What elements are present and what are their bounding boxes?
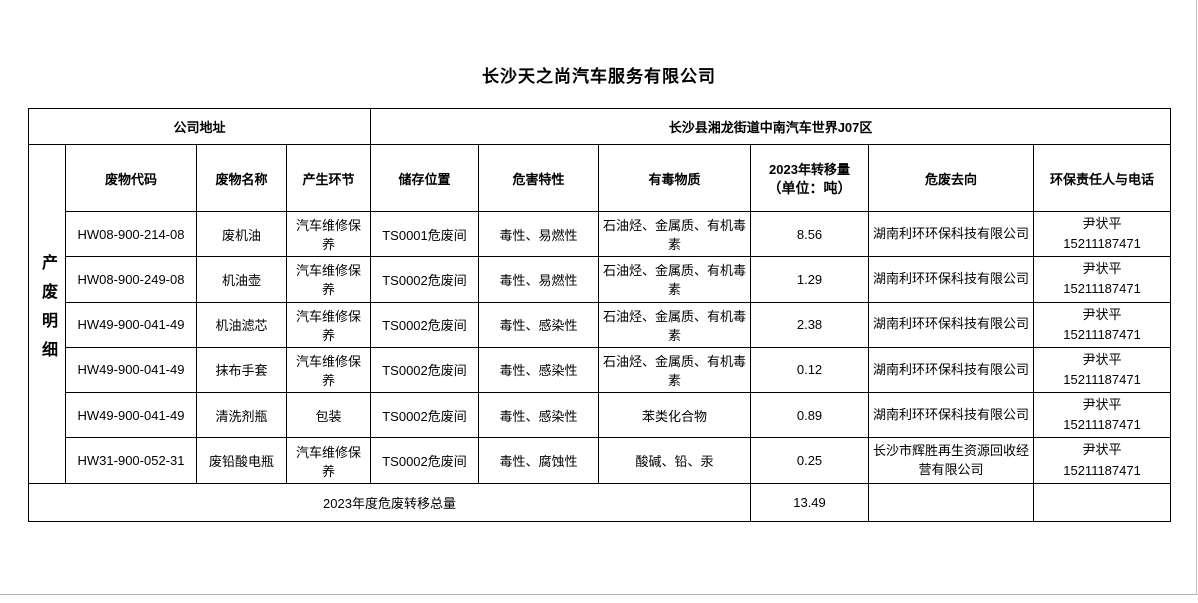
cell-amount: 1.29 xyxy=(750,256,870,303)
cell-toxic: 石油烃、金属质、有机毒素 xyxy=(598,256,752,303)
cell-storage: TS0002危废间 xyxy=(370,346,480,394)
cell-hazard: 毒性、易燃性 xyxy=(478,210,600,258)
contact-phone: 15211187471 xyxy=(1063,417,1141,433)
cell-destination: 湖南利环环保科技有限公司 xyxy=(868,301,1035,348)
table-row: HW49-900-041-49 抹布手套 汽车维修保养 TS0002危废间 毒性… xyxy=(29,346,1172,394)
cell-toxic: 石油烃、金属质、有机毒素 xyxy=(598,346,752,394)
cell-amount: 8.56 xyxy=(750,210,870,258)
cell-hazard: 毒性、腐蚀性 xyxy=(478,437,600,484)
cell-amount: 0.89 xyxy=(750,392,870,439)
cell-stage: 汽车维修保养 xyxy=(285,437,372,484)
cell-hazard: 毒性、易燃性 xyxy=(478,256,600,303)
header-toxic: 有毒物质 xyxy=(598,144,752,212)
cell-waste-name: 废机油 xyxy=(196,210,287,258)
page-right-border xyxy=(1196,0,1197,595)
cell-destination: 湖南利环环保科技有限公司 xyxy=(868,392,1035,439)
cell-stage: 汽车维修保养 xyxy=(285,346,372,394)
contact-phone: 15211187471 xyxy=(1063,371,1141,387)
cell-hazard: 毒性、感染性 xyxy=(478,392,600,439)
contact-name: 尹状平 xyxy=(1082,351,1122,367)
hazardous-waste-table: 公司地址 长沙县湘龙街道中南汽车世界J07区 产废明细 废物代码 废物名称 产生… xyxy=(27,108,1172,522)
cell-hazard: 毒性、感染性 xyxy=(478,301,600,348)
header-hazard: 危害特性 xyxy=(478,144,600,212)
cell-waste-code: HW31-900-052-31 xyxy=(65,437,197,484)
side-label-cell: 产废明细 xyxy=(28,144,66,484)
cell-storage: TS0002危废间 xyxy=(370,301,480,348)
table-header-row: 产废明细 废物代码 废物名称 产生环节 储存位置 危害特性 有毒物质 2023年… xyxy=(28,144,1172,484)
cell-waste-name: 机油滤芯 xyxy=(196,301,287,348)
cell-toxic: 酸碱、铅、汞 xyxy=(598,437,752,484)
header-contact: 环保责任人与电话 xyxy=(1033,144,1172,212)
cell-waste-code: HW08-900-249-08 xyxy=(65,256,197,303)
table-row: HW49-900-041-49 清洗剂瓶 包装 TS0002危废间 毒性、感染性… xyxy=(29,392,1172,439)
cell-contact: 尹状平 15211187471 xyxy=(1033,210,1172,258)
cell-stage: 汽车维修保养 xyxy=(285,301,372,348)
cell-empty-destination xyxy=(868,482,1035,522)
cell-stage: 汽车维修保养 xyxy=(285,210,372,258)
cell-waste-code: HW49-900-041-49 xyxy=(65,346,197,394)
header-destination: 危废去向 xyxy=(868,144,1035,212)
cell-hazard: 毒性、感染性 xyxy=(478,346,600,394)
cell-waste-name: 抹布手套 xyxy=(196,346,287,394)
header-storage: 储存位置 xyxy=(370,144,480,212)
header-waste-code: 废物代码 xyxy=(65,144,197,212)
company-address-label: 公司地址 xyxy=(27,108,372,145)
page-bottom-border xyxy=(0,594,1198,595)
cell-waste-code: HW49-900-041-49 xyxy=(65,392,197,439)
cell-destination: 湖南利环环保科技有限公司 xyxy=(868,210,1035,258)
cell-destination: 湖南利环环保科技有限公司 xyxy=(868,256,1035,303)
cell-stage: 包装 xyxy=(285,392,372,439)
cell-destination: 湖南利环环保科技有限公司 xyxy=(868,346,1035,394)
cell-amount: 2.38 xyxy=(750,301,870,348)
contact-name: 尹状平 xyxy=(1082,306,1122,322)
side-label: 产废明细 xyxy=(39,254,56,371)
company-address-value: 长沙县湘龙街道中南汽车世界J07区 xyxy=(370,108,1172,145)
contact-phone: 15211187471 xyxy=(1063,462,1141,478)
cell-amount: 0.25 xyxy=(750,437,870,484)
cell-empty-contact xyxy=(1033,482,1172,522)
table-row: HW08-900-214-08 废机油 汽车维修保养 TS0001危废间 毒性、… xyxy=(29,210,1172,258)
table-row: HW31-900-052-31 废铅酸电瓶 汽车维修保养 TS0002危废间 毒… xyxy=(29,437,1172,484)
contact-phone: 15211187471 xyxy=(1063,236,1141,252)
total-row: 2023年度危废转移总量 13.49 xyxy=(27,482,1172,522)
contact-name: 尹状平 xyxy=(1082,261,1122,277)
cell-waste-name: 废铅酸电瓶 xyxy=(196,437,287,484)
header-amount-unit: （单位：吨） xyxy=(767,179,852,196)
cell-contact: 尹状平 15211187471 xyxy=(1033,346,1172,394)
contact-phone: 15211187471 xyxy=(1063,326,1141,342)
table-row: HW08-900-249-08 机油壶 汽车维修保养 TS0002危废间 毒性、… xyxy=(29,256,1172,303)
total-amount: 13.49 xyxy=(750,482,870,522)
header-waste-name: 废物名称 xyxy=(196,144,287,212)
cell-stage: 汽车维修保养 xyxy=(285,256,372,303)
cell-toxic: 石油烃、金属质、有机毒素 xyxy=(598,301,752,348)
cell-waste-name: 清洗剂瓶 xyxy=(196,392,287,439)
company-address-row: 公司地址 长沙县湘龙街道中南汽车世界J07区 xyxy=(27,108,1172,145)
cell-toxic: 苯类化合物 xyxy=(598,392,752,439)
cell-contact: 尹状平 15211187471 xyxy=(1033,301,1172,348)
header-amount-title: 2023年转移量 xyxy=(769,161,850,177)
page-title: 长沙天之尚汽车服务有限公司 xyxy=(482,67,716,86)
cell-storage: TS0002危废间 xyxy=(370,256,480,303)
cell-contact: 尹状平 15211187471 xyxy=(1033,437,1172,484)
contact-phone: 15211187471 xyxy=(1063,281,1141,297)
contact-name: 尹状平 xyxy=(1082,397,1122,413)
cell-amount: 0.12 xyxy=(750,346,870,394)
cell-storage: TS0001危废间 xyxy=(370,210,480,258)
cell-storage: TS0002危废间 xyxy=(370,437,480,484)
cell-waste-name: 机油壶 xyxy=(196,256,287,303)
cell-waste-code: HW08-900-214-08 xyxy=(65,210,197,258)
table-row: HW49-900-041-49 机油滤芯 汽车维修保养 TS0002危废间 毒性… xyxy=(29,301,1172,348)
cell-storage: TS0002危废间 xyxy=(370,392,480,439)
cell-toxic: 石油烃、金属质、有机毒素 xyxy=(598,210,752,258)
header-amount: 2023年转移量 （单位：吨） xyxy=(750,144,870,212)
header-stage: 产生环节 xyxy=(285,144,372,212)
cell-contact: 尹状平 15211187471 xyxy=(1033,256,1172,303)
cell-destination: 长沙市辉胜再生资源回收经营有限公司 xyxy=(868,437,1035,484)
cell-contact: 尹状平 15211187471 xyxy=(1033,392,1172,439)
contact-name: 尹状平 xyxy=(1082,216,1122,231)
cell-waste-code: HW49-900-041-49 xyxy=(65,301,197,348)
contact-name: 尹状平 xyxy=(1082,442,1122,458)
total-label: 2023年度危废转移总量 xyxy=(27,482,752,522)
